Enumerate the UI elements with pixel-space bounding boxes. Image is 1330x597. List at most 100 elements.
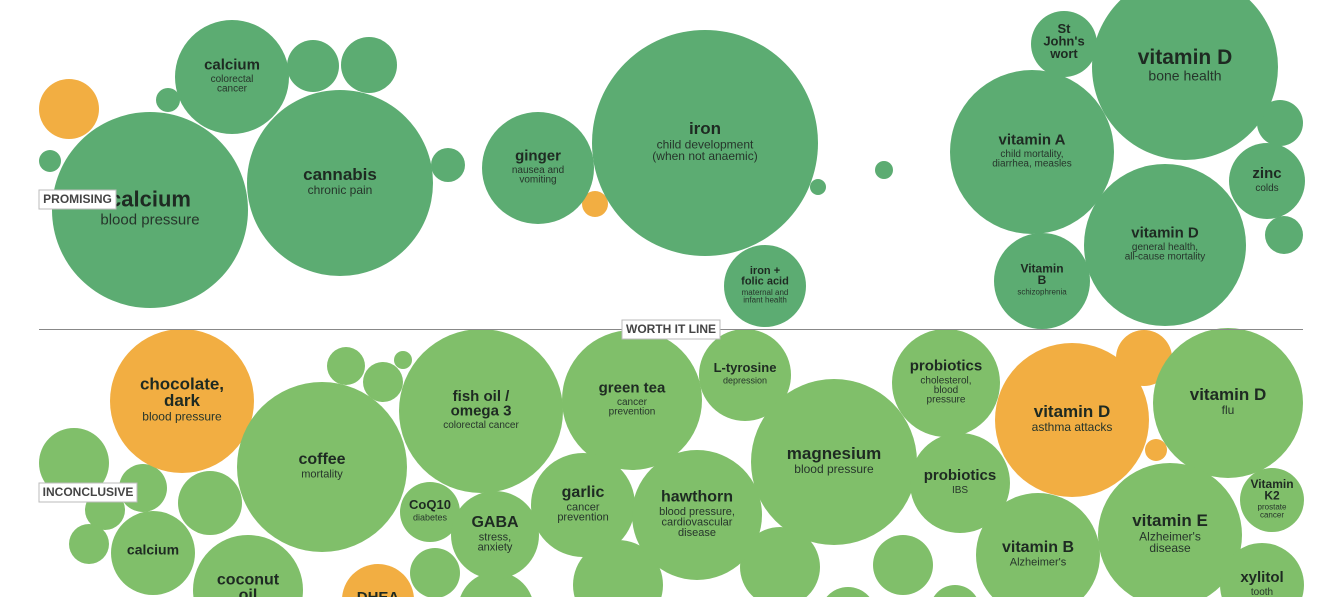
bubble [482,112,594,224]
bubble [400,482,460,542]
bubble-subtitle: colorectal [211,74,254,85]
bubble [363,362,403,402]
bubble [1240,468,1304,532]
bubble-subtitle: disease [678,527,716,539]
bubble-title: John's [1043,33,1084,48]
bubble [1031,11,1097,77]
bubble-title: vitamin D [1138,46,1233,69]
bubble-title: wort [1049,46,1078,61]
bubble-title: probiotics [910,358,983,375]
bubble [237,382,407,552]
bubble-title: DHEA [357,589,400,597]
bubble [531,453,635,557]
bubble [327,347,365,385]
bubble-subtitle: all-cause mortality [1125,252,1206,263]
bubble-title: K2 [1264,488,1280,502]
bubble-title: iron + [750,265,780,277]
bubble-subtitle: prostate [1258,503,1287,512]
bubble-subtitle: prevention [557,512,608,524]
bubble [410,548,460,597]
bubble [460,572,532,597]
bubble [52,112,248,308]
bubble [193,535,303,597]
bubble-subtitle: diarrhea, measles [992,159,1071,170]
bubble [1229,143,1305,219]
bubble-title: xylitol [1240,569,1283,586]
bubble-subtitle: cancer [217,84,248,95]
section-label: PROMISING [43,192,112,206]
bubble [910,433,1010,533]
bubble-title: calcium [109,187,191,212]
bubble [582,191,608,217]
bubble-subtitle: (when not anaemic) [652,149,757,163]
bubble [111,511,195,595]
bubble [1220,543,1304,597]
bubble-subtitle: child development [657,138,754,152]
bubble [632,450,762,580]
bubble-title: vitamin B [1002,539,1074,556]
bubble-title: chocolate, [140,375,224,394]
bubble-title: probiotics [924,467,997,484]
bubble [39,150,61,172]
bubble-title: oil [239,587,258,597]
bubble-subtitle: tooth [1251,587,1273,597]
bubble [724,245,806,327]
bubble-subtitle: vomiting [519,175,556,186]
bubble [399,329,563,493]
bubble-title: L-tyrosine [714,360,777,375]
bubble-title: cannabis [303,165,377,184]
bubble-title: calcium [127,542,179,558]
bubble-subtitle: cancer [1260,510,1284,519]
bubble [247,90,433,276]
bubble [1153,328,1303,478]
bubble-subtitle: chronic pain [308,183,373,197]
bubble-subtitle: child mortality, [1000,149,1063,160]
bubble-subtitle: Alzheimer's [1010,557,1067,569]
bubble [875,161,893,179]
bubble-title: hawthorn [661,489,733,506]
bubble [175,20,289,134]
bubble-title: vitamin D [1190,385,1267,404]
bubble [1145,439,1167,461]
bubble-subtitle: IBS [952,485,968,496]
bubble-title: coffee [298,451,345,468]
bubble-title: iron [689,119,721,138]
bubble-subtitle: prevention [609,407,656,418]
bubble-title: CoQ10 [409,497,451,512]
bubble [699,329,791,421]
bubble-title: Vitamin [1020,262,1063,276]
bubble-title: Vitamin [1250,477,1293,491]
bubble-title: garlic [562,484,605,501]
bubble [156,88,180,112]
bubble [994,233,1090,329]
bubble [751,379,917,545]
bubble [342,564,414,597]
bubble-title: vitamin D [1034,402,1111,421]
divider-label: WORTH IT LINE [626,322,716,336]
bubble [69,524,109,564]
bubble [39,79,99,139]
bubble [1098,463,1242,597]
bubble [110,329,254,473]
bubble-subtitle: general health, [1132,242,1198,253]
section-box [38,482,138,503]
bubble-title: fish oil / [453,388,511,405]
bubble-subtitle: disease [1149,541,1191,555]
bubble-subtitle: Alzheimer's [1139,530,1201,544]
bubble-subtitle: diabetes [413,513,448,523]
bubble [995,343,1149,497]
bubble-subtitle: cancer [566,501,599,513]
bubble-subtitle: stress, [479,531,511,543]
bubble-title: vitamin A [999,131,1066,148]
bubble-title: GABA [471,514,519,531]
bubble [562,330,702,470]
bubble-subtitle: mortality [301,469,343,481]
bubble-subtitle: blood pressure, [659,506,735,518]
bubble-subtitle: cholesterol, [920,375,971,386]
bubble [933,585,977,597]
bubble-subtitle: asthma attacks [1032,420,1113,434]
bubble-subtitle: blood pressure [142,409,222,423]
bubble [1092,0,1278,160]
bubble-title: calcium [204,56,260,73]
